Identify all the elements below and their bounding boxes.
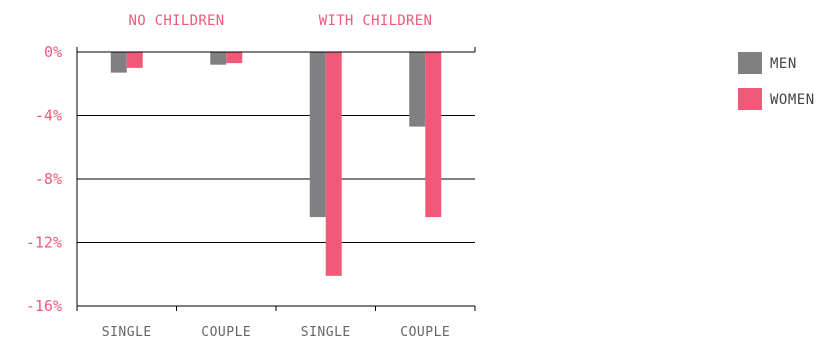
- axes: [76, 47, 476, 311]
- bar-women-2: [226, 52, 243, 64]
- bar-women-1: [126, 52, 143, 68]
- y-tick-label: -8%: [35, 170, 62, 188]
- y-tick-label: -4%: [35, 107, 62, 125]
- labels: 0% -4% -8% -12% -16% SINGLE COUPLE SINGLE COUPLE…: [26, 13, 450, 340]
- x-tick-label: COUPLE: [400, 325, 450, 340]
- y-tick-label: -12%: [26, 234, 62, 252]
- bar-women-4: [425, 52, 442, 218]
- legend: MEN WOMEN: [738, 52, 815, 110]
- y-tick-label: -16%: [26, 297, 62, 315]
- group-label: WITH CHILDREN: [319, 13, 432, 29]
- legend-label-men: MEN: [770, 56, 797, 72]
- gridlines: [77, 115, 475, 243]
- group-label: NO CHILDREN: [128, 13, 224, 29]
- bar-men-1: [110, 52, 127, 73]
- legend-swatch-women: [738, 88, 762, 110]
- bar-men-2: [210, 52, 227, 65]
- x-tick-label: SINGLE: [301, 325, 351, 340]
- bar-women-3: [325, 52, 342, 276]
- y-tick-label: 0%: [44, 43, 62, 61]
- x-tick-label: SINGLE: [102, 325, 152, 340]
- legend-swatch-men: [738, 52, 762, 74]
- legend-label-women: WOMEN: [770, 92, 815, 108]
- bar-men-4: [409, 52, 426, 127]
- x-tick-label: COUPLE: [201, 325, 251, 340]
- bars: [110, 52, 442, 276]
- bar-men-3: [309, 52, 326, 218]
